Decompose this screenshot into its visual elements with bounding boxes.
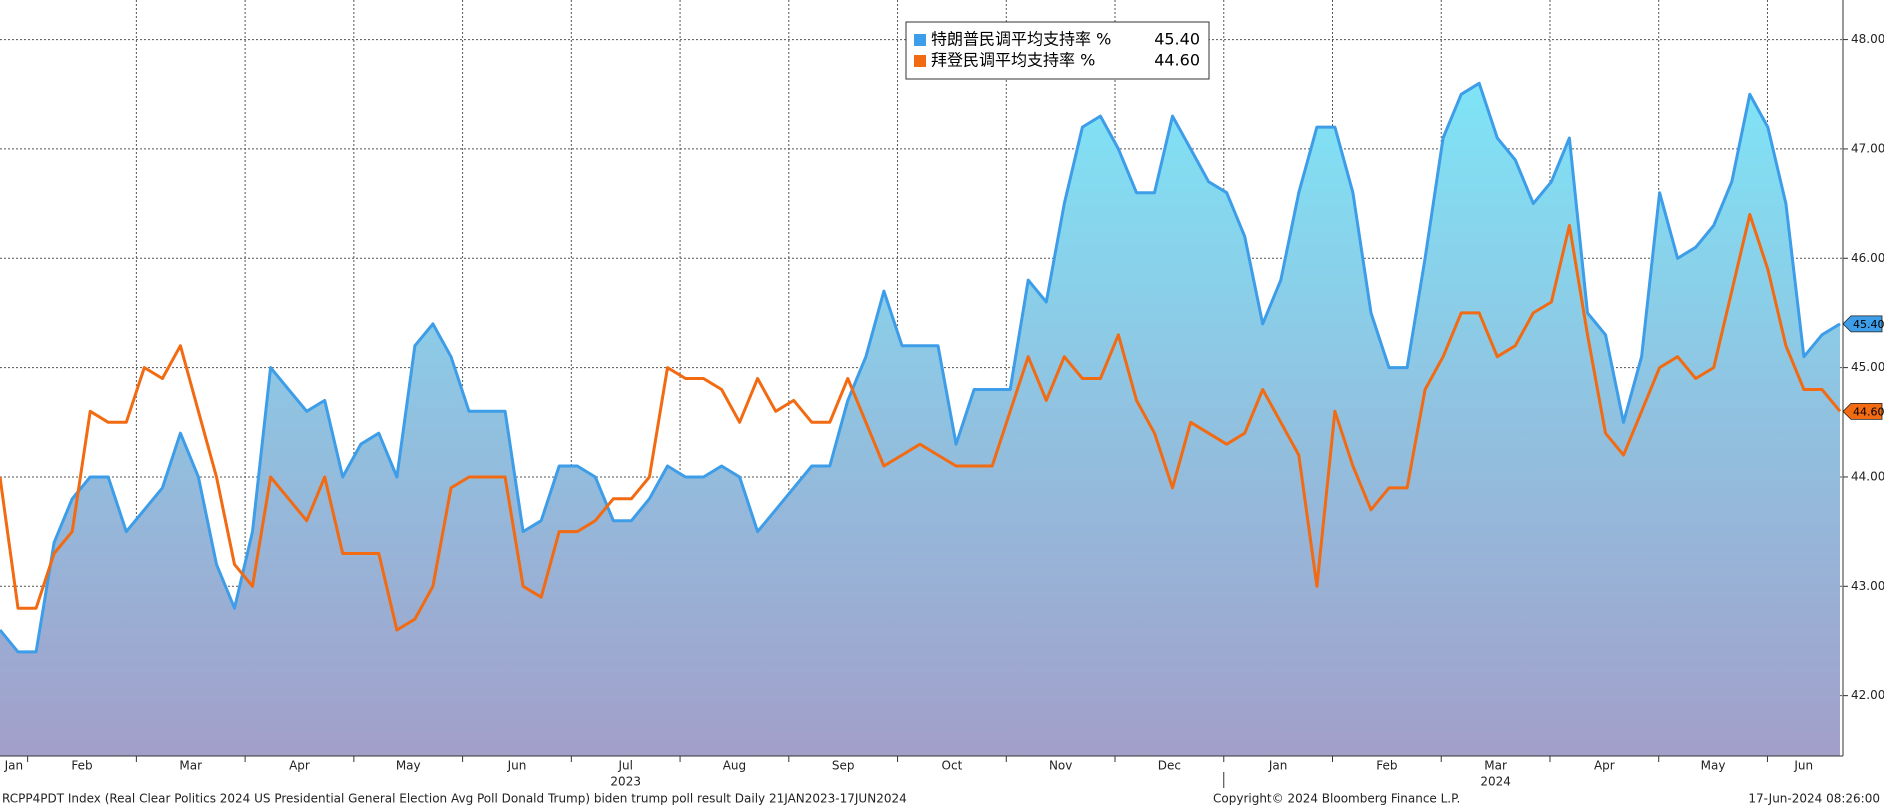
line	[0, 81, 1841, 654]
last-value-tag	[1842, 402, 1883, 420]
footer-left: RCPP4PDT Index (Real Clear Politics 2024…	[2, 792, 907, 806]
x-tick-label: Jan	[1268, 759, 1288, 773]
y-tick-label: 43.00	[1851, 579, 1884, 593]
x-tick-label: Mar	[179, 759, 202, 773]
y-tick-label: 44.00	[1851, 469, 1884, 483]
last-value-tag	[1842, 315, 1883, 333]
year-label: 2024	[1480, 775, 1511, 789]
x-tick-label: Feb	[1376, 759, 1397, 773]
x-tick-label: Jan	[4, 759, 24, 773]
line	[0, 213, 1842, 632]
x-tick-label: Apr	[1594, 759, 1615, 773]
plot-area	[0, 81, 1842, 757]
x-tick-label: Mar	[1484, 759, 1507, 773]
x-tick-label: Oct	[942, 759, 963, 773]
x-tick-label: Sep	[832, 759, 855, 773]
x-tick-label: Dec	[1158, 759, 1181, 773]
footer-right: 17-Jun-2024 08:26:00	[1748, 792, 1880, 806]
x-tick-label: Apr	[289, 759, 310, 773]
x-tick-label: May	[396, 759, 421, 773]
y-tick-label: 46.00	[1851, 251, 1884, 265]
x-tick-label: Jun	[1793, 759, 1813, 773]
legend-box	[905, 21, 1210, 80]
legend: 特朗普民调平均支持率 % 45.40 拜登民调平均支持率 % 44.60	[905, 21, 1210, 80]
year-label: 2023	[610, 775, 641, 789]
area	[0, 83, 1840, 757]
x-tick-label: Feb	[71, 759, 92, 773]
x-tick-label: May	[1701, 759, 1726, 773]
y-tick-label: 45.00	[1851, 360, 1884, 374]
x-tick-label: Jun	[507, 759, 527, 773]
x-tick-label: Nov	[1049, 759, 1072, 773]
legend-value: 45.40	[1154, 30, 1200, 49]
legend-swatch	[914, 34, 926, 46]
y-tick-label: 48.00	[1851, 32, 1884, 46]
last-value-label: 45.40	[1853, 318, 1884, 331]
last-value-label: 44.60	[1853, 405, 1884, 418]
y-tick-label: 42.00	[1851, 688, 1884, 702]
x-tick-label: Jul	[617, 759, 632, 773]
legend-value: 44.60	[1154, 51, 1200, 70]
legend-swatch	[914, 55, 926, 67]
footer-center: Copyright© 2024 Bloomberg Finance L.P.	[1213, 792, 1460, 806]
y-tick-label: 47.00	[1851, 141, 1884, 155]
legend-label: 拜登民调平均支持率 %	[931, 51, 1095, 70]
legend-label: 特朗普民调平均支持率 %	[931, 30, 1111, 49]
x-tick-label: Aug	[723, 759, 746, 773]
